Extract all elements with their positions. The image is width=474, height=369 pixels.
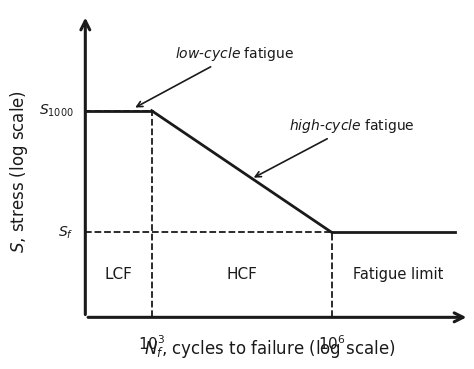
Text: $10^6$: $10^6$ xyxy=(318,334,346,353)
Text: Fatigue limit: Fatigue limit xyxy=(353,268,443,282)
Text: $\mathit{low}$-$\mathit{cycle}$ fatigue: $\mathit{low}$-$\mathit{cycle}$ fatigue xyxy=(137,45,294,107)
Text: $S$, stress (log scale): $S$, stress (log scale) xyxy=(8,90,30,253)
Text: $\mathit{high}$-$\mathit{cycle}$ fatigue: $\mathit{high}$-$\mathit{cycle}$ fatigue xyxy=(255,117,415,177)
Text: $10^3$: $10^3$ xyxy=(138,334,165,353)
Text: LCF: LCF xyxy=(105,268,132,282)
Text: HCF: HCF xyxy=(226,268,257,282)
Text: $N_f$, cycles to failure (log scale): $N_f$, cycles to failure (log scale) xyxy=(145,338,396,360)
Text: $S_f$: $S_f$ xyxy=(58,224,73,241)
Text: $S_{1000}$: $S_{1000}$ xyxy=(38,103,73,119)
